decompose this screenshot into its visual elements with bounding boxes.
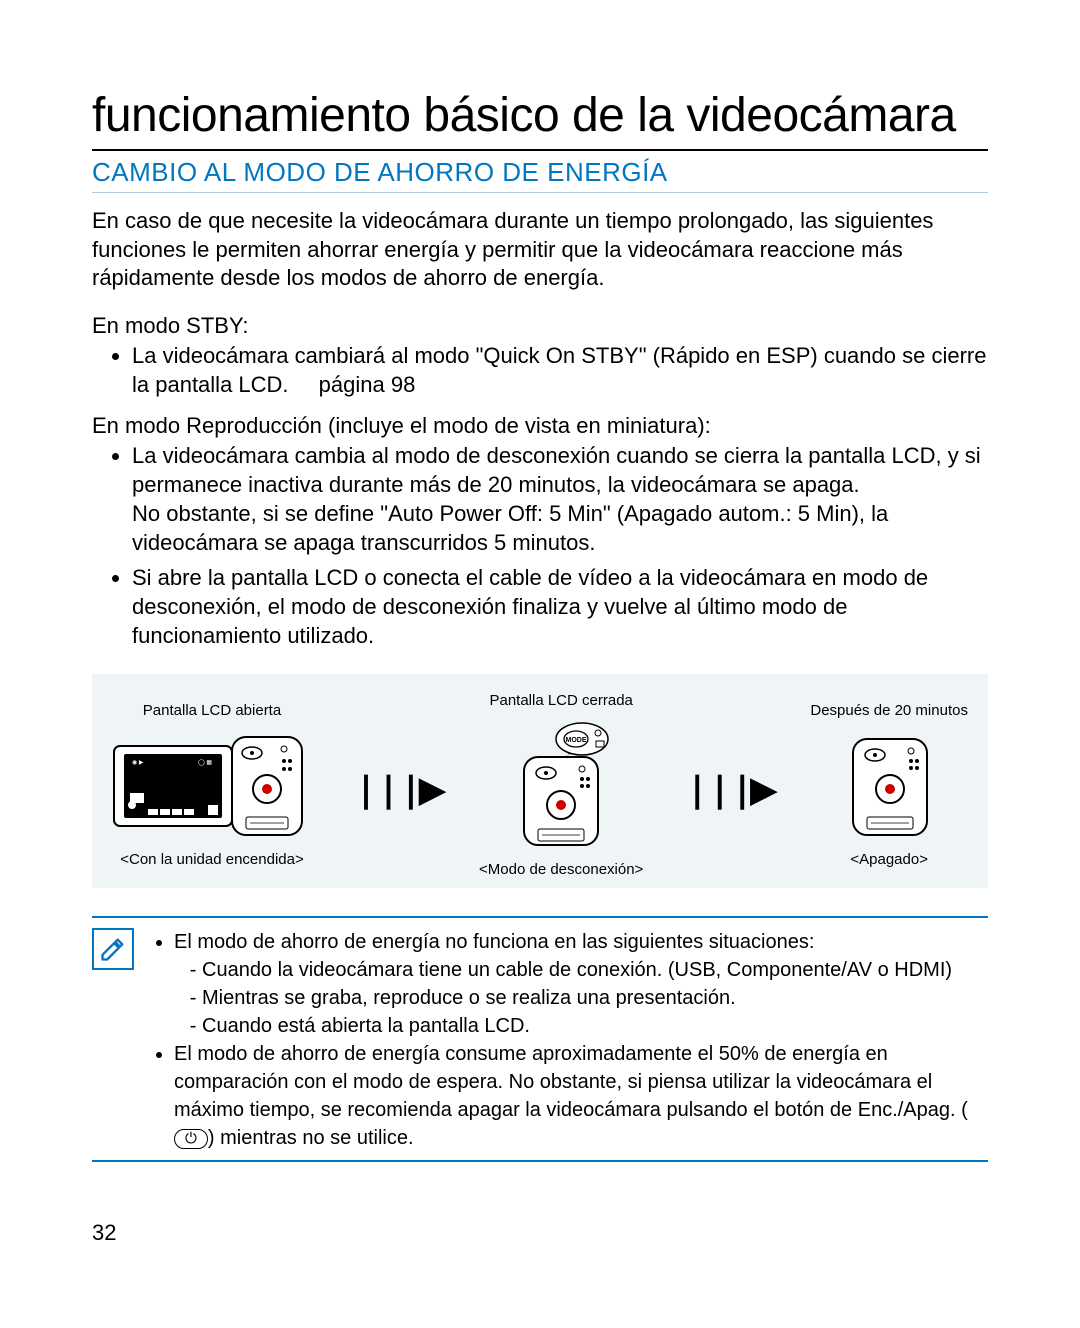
diagram-label-open-top: Pantalla LCD abierta	[143, 702, 281, 719]
camcorder-off-icon	[839, 731, 939, 841]
power-button-icon: ⏻	[174, 1129, 208, 1149]
note-pencil-icon	[92, 928, 134, 970]
svg-text:◉ ▶: ◉ ▶	[132, 760, 144, 766]
note-lead: El modo de ahorro de energía no funciona…	[174, 931, 814, 953]
intro-paragraph: En caso de que necesite la videocámara d…	[92, 207, 988, 293]
stby-mode-label: En modo STBY:	[92, 313, 988, 339]
repro-bullet-2: Si abre la pantalla LCD o conecta el cab…	[132, 563, 988, 650]
camcorder-closed-icon: MODE	[496, 721, 626, 851]
diagram-col-off: Después de 20 minutos <Apagado>	[810, 702, 968, 868]
page-number: 32	[92, 1220, 116, 1246]
note-sub-1: Cuando la videocámara tiene un cable de …	[202, 956, 988, 984]
note-para2a: El modo de ahorro de energía consume apr…	[174, 1043, 968, 1121]
page-reference: página 98	[319, 372, 416, 397]
diagram-col-lcd-open: Pantalla LCD abierta ◉ ▶ ◯ ▦	[112, 702, 312, 868]
diagram-col-lcd-closed: Pantalla LCD cerrada MODE	[479, 692, 643, 878]
stby-bullet-text: La videocámara cambiará al modo "Quick O…	[132, 343, 986, 397]
reproduction-mode-label: En modo Reproducción (incluye el modo de…	[92, 413, 988, 439]
note-sub-2: Mientras se graba, reproduce o se realiz…	[202, 984, 988, 1012]
diagram-label-closed-bot: <Modo de desconexión>	[479, 861, 643, 878]
page-title: funcionamiento básico de la videocámara	[92, 88, 988, 151]
note-bullet-1: El modo de ahorro de energía no funciona…	[174, 928, 988, 1040]
note-sub-3: Cuando está abierta la pantalla LCD.	[202, 1012, 988, 1040]
arrow-icon: ❘❘❘▶	[348, 770, 444, 810]
repro-bullet-1: La videocámara cambia al modo de descone…	[132, 441, 988, 557]
note-block: El modo de ahorro de energía no funciona…	[92, 916, 988, 1162]
arrow-icon: ❘❘❘▶	[679, 770, 775, 810]
svg-text:◯ ▦: ◯ ▦	[198, 759, 212, 766]
note-content: El modo de ahorro de energía no funciona…	[150, 928, 988, 1152]
svg-text:MODE: MODE	[566, 737, 587, 744]
note-bullet-2: El modo de ahorro de energía consume apr…	[174, 1040, 988, 1152]
stby-bullet: La videocámara cambiará al modo "Quick O…	[132, 341, 988, 399]
section-subtitle: CAMBIO AL MODO DE AHORRO DE ENERGÍA	[92, 157, 988, 193]
repro-bullet-1b: No obstante, si se define "Auto Power Of…	[132, 501, 888, 555]
repro-bullet-1a: La videocámara cambia al modo de descone…	[132, 443, 981, 497]
diagram-label-open-bot: <Con la unidad encendida>	[120, 851, 304, 868]
note-para2b: ) mientras no se utilice.	[208, 1127, 414, 1149]
diagram-label-off-top: Después de 20 minutos	[810, 702, 968, 719]
diagram-label-off-bot: <Apagado>	[850, 851, 928, 868]
state-diagram: Pantalla LCD abierta ◉ ▶ ◯ ▦	[92, 674, 988, 888]
diagram-label-closed-top: Pantalla LCD cerrada	[489, 692, 632, 709]
camcorder-open-icon: ◉ ▶ ◯ ▦	[112, 731, 312, 841]
